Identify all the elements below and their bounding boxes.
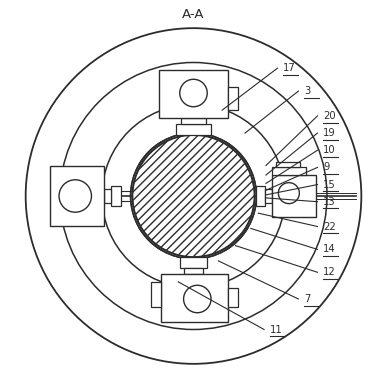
Bar <box>228 87 238 110</box>
Bar <box>228 288 238 307</box>
Bar <box>272 167 306 175</box>
Bar <box>181 118 206 125</box>
Text: 22: 22 <box>323 221 336 232</box>
Text: 10: 10 <box>323 145 336 155</box>
Text: 14: 14 <box>323 244 336 254</box>
Text: 12: 12 <box>323 267 336 277</box>
Bar <box>272 175 315 217</box>
Text: 9: 9 <box>323 162 330 172</box>
Circle shape <box>132 135 255 257</box>
Bar <box>265 189 272 203</box>
Bar <box>161 274 228 322</box>
Bar <box>184 267 203 274</box>
Bar <box>276 162 300 167</box>
Bar <box>104 189 111 203</box>
Bar <box>50 167 104 225</box>
Text: A-A: A-A <box>182 8 205 21</box>
Bar <box>111 187 121 205</box>
Text: 15: 15 <box>323 180 336 190</box>
Text: 3: 3 <box>304 86 310 96</box>
Text: 7: 7 <box>304 294 310 304</box>
Bar <box>151 282 161 307</box>
Bar <box>176 125 211 135</box>
Text: 19: 19 <box>323 128 336 138</box>
Text: 11: 11 <box>270 325 283 334</box>
Circle shape <box>133 135 254 257</box>
Text: 17: 17 <box>283 63 296 73</box>
Bar <box>257 187 265 205</box>
Bar <box>180 257 207 267</box>
Text: 20: 20 <box>323 111 336 121</box>
Text: 13: 13 <box>323 197 336 207</box>
Bar <box>159 70 228 118</box>
